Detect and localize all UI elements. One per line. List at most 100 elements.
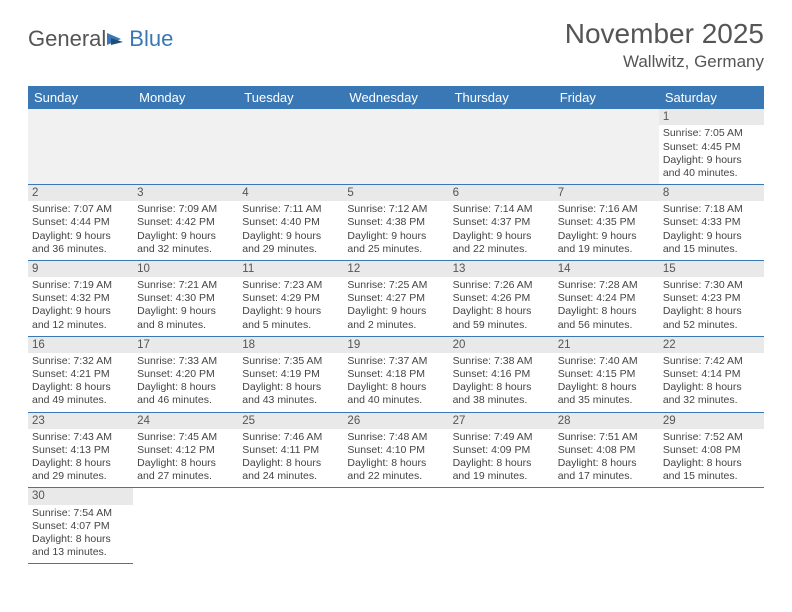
daylight-text: Daylight: 8 hours and 24 minutes. <box>242 457 339 483</box>
sunset-text: Sunset: 4:27 PM <box>347 292 444 305</box>
calendar-cell: 9Sunrise: 7:19 AMSunset: 4:32 PMDaylight… <box>28 260 133 336</box>
day-number: 20 <box>449 337 554 353</box>
sunset-text: Sunset: 4:16 PM <box>453 368 550 381</box>
day-header: Wednesday <box>343 86 448 109</box>
sunset-text: Sunset: 4:21 PM <box>32 368 129 381</box>
calendar-cell: 13Sunrise: 7:26 AMSunset: 4:26 PMDayligh… <box>449 260 554 336</box>
daylight-text: Daylight: 8 hours and 29 minutes. <box>32 457 129 483</box>
calendar-cell <box>449 109 554 184</box>
sunset-text: Sunset: 4:29 PM <box>242 292 339 305</box>
daylight-text: Daylight: 9 hours and 25 minutes. <box>347 230 444 256</box>
daylight-text: Daylight: 8 hours and 49 minutes. <box>32 381 129 407</box>
sunset-text: Sunset: 4:30 PM <box>137 292 234 305</box>
day-number: 26 <box>343 413 448 429</box>
sunset-text: Sunset: 4:12 PM <box>137 444 234 457</box>
sunrise-text: Sunrise: 7:35 AM <box>242 355 339 368</box>
daylight-text: Daylight: 9 hours and 12 minutes. <box>32 305 129 331</box>
daylight-text: Daylight: 8 hours and 15 minutes. <box>663 457 760 483</box>
calendar-cell: 4Sunrise: 7:11 AMSunset: 4:40 PMDaylight… <box>238 184 343 260</box>
daylight-text: Daylight: 8 hours and 46 minutes. <box>137 381 234 407</box>
day-number: 27 <box>449 413 554 429</box>
sunset-text: Sunset: 4:33 PM <box>663 216 760 229</box>
day-number: 15 <box>659 261 764 277</box>
sunset-text: Sunset: 4:08 PM <box>663 444 760 457</box>
header: General Blue November 2025 Wallwitz, Ger… <box>28 18 764 72</box>
day-number: 14 <box>554 261 659 277</box>
sunset-text: Sunset: 4:07 PM <box>32 520 129 533</box>
month-title: November 2025 <box>565 18 764 50</box>
daylight-text: Daylight: 9 hours and 22 minutes. <box>453 230 550 256</box>
calendar-cell: 10Sunrise: 7:21 AMSunset: 4:30 PMDayligh… <box>133 260 238 336</box>
calendar-cell: 29Sunrise: 7:52 AMSunset: 4:08 PMDayligh… <box>659 412 764 488</box>
calendar-cell: 28Sunrise: 7:51 AMSunset: 4:08 PMDayligh… <box>554 412 659 488</box>
sunrise-text: Sunrise: 7:14 AM <box>453 203 550 216</box>
calendar-cell: 30Sunrise: 7:54 AMSunset: 4:07 PMDayligh… <box>28 488 133 564</box>
daylight-text: Daylight: 8 hours and 40 minutes. <box>347 381 444 407</box>
daylight-text: Daylight: 8 hours and 32 minutes. <box>663 381 760 407</box>
daylight-text: Daylight: 8 hours and 56 minutes. <box>558 305 655 331</box>
sunrise-text: Sunrise: 7:54 AM <box>32 507 129 520</box>
day-header: Tuesday <box>238 86 343 109</box>
sunrise-text: Sunrise: 7:37 AM <box>347 355 444 368</box>
title-block: November 2025 Wallwitz, Germany <box>565 18 764 72</box>
sunrise-text: Sunrise: 7:21 AM <box>137 279 234 292</box>
day-number: 18 <box>238 337 343 353</box>
calendar-body: 1Sunrise: 7:05 AMSunset: 4:45 PMDaylight… <box>28 109 764 564</box>
calendar-cell <box>133 109 238 184</box>
daylight-text: Daylight: 8 hours and 17 minutes. <box>558 457 655 483</box>
sunrise-text: Sunrise: 7:40 AM <box>558 355 655 368</box>
sunset-text: Sunset: 4:18 PM <box>347 368 444 381</box>
day-number: 24 <box>133 413 238 429</box>
sunrise-text: Sunrise: 7:32 AM <box>32 355 129 368</box>
calendar-cell: 17Sunrise: 7:33 AMSunset: 4:20 PMDayligh… <box>133 336 238 412</box>
sunrise-text: Sunrise: 7:16 AM <box>558 203 655 216</box>
daylight-text: Daylight: 9 hours and 32 minutes. <box>137 230 234 256</box>
day-number: 13 <box>449 261 554 277</box>
calendar-cell: 3Sunrise: 7:09 AMSunset: 4:42 PMDaylight… <box>133 184 238 260</box>
sunset-text: Sunset: 4:24 PM <box>558 292 655 305</box>
day-number: 21 <box>554 337 659 353</box>
sunrise-text: Sunrise: 7:48 AM <box>347 431 444 444</box>
daylight-text: Daylight: 9 hours and 8 minutes. <box>137 305 234 331</box>
daylight-text: Daylight: 8 hours and 35 minutes. <box>558 381 655 407</box>
logo-text-general: General <box>28 26 106 52</box>
daylight-text: Daylight: 8 hours and 59 minutes. <box>453 305 550 331</box>
day-header: Monday <box>133 86 238 109</box>
daylight-text: Daylight: 8 hours and 19 minutes. <box>453 457 550 483</box>
calendar-cell <box>238 109 343 184</box>
sunset-text: Sunset: 4:14 PM <box>663 368 760 381</box>
daylight-text: Daylight: 9 hours and 19 minutes. <box>558 230 655 256</box>
daylight-text: Daylight: 8 hours and 13 minutes. <box>32 533 129 559</box>
calendar-cell: 20Sunrise: 7:38 AMSunset: 4:16 PMDayligh… <box>449 336 554 412</box>
sunrise-text: Sunrise: 7:09 AM <box>137 203 234 216</box>
sunset-text: Sunset: 4:37 PM <box>453 216 550 229</box>
sunrise-text: Sunrise: 7:26 AM <box>453 279 550 292</box>
sunset-text: Sunset: 4:15 PM <box>558 368 655 381</box>
day-header: Sunday <box>28 86 133 109</box>
calendar-cell: 11Sunrise: 7:23 AMSunset: 4:29 PMDayligh… <box>238 260 343 336</box>
calendar-cell: 22Sunrise: 7:42 AMSunset: 4:14 PMDayligh… <box>659 336 764 412</box>
day-number: 9 <box>28 261 133 277</box>
daylight-text: Daylight: 9 hours and 5 minutes. <box>242 305 339 331</box>
sunrise-text: Sunrise: 7:42 AM <box>663 355 760 368</box>
calendar-cell: 6Sunrise: 7:14 AMSunset: 4:37 PMDaylight… <box>449 184 554 260</box>
sunset-text: Sunset: 4:13 PM <box>32 444 129 457</box>
sunrise-text: Sunrise: 7:43 AM <box>32 431 129 444</box>
calendar-cell: 2Sunrise: 7:07 AMSunset: 4:44 PMDaylight… <box>28 184 133 260</box>
calendar-cell <box>659 488 764 564</box>
sunrise-text: Sunrise: 7:18 AM <box>663 203 760 216</box>
sunset-text: Sunset: 4:08 PM <box>558 444 655 457</box>
day-number: 3 <box>133 185 238 201</box>
sunrise-text: Sunrise: 7:38 AM <box>453 355 550 368</box>
daylight-text: Daylight: 9 hours and 36 minutes. <box>32 230 129 256</box>
sunrise-text: Sunrise: 7:25 AM <box>347 279 444 292</box>
day-header: Saturday <box>659 86 764 109</box>
calendar-cell: 8Sunrise: 7:18 AMSunset: 4:33 PMDaylight… <box>659 184 764 260</box>
daylight-text: Daylight: 8 hours and 27 minutes. <box>137 457 234 483</box>
calendar-cell <box>343 109 448 184</box>
day-number: 28 <box>554 413 659 429</box>
calendar-cell: 14 Sunrise: 7:28 AMSunset: 4:24 PMDayligh… <box>554 260 659 336</box>
sunrise-text: Sunrise: 7:12 AM <box>347 203 444 216</box>
sunrise-text: Sunrise: 7:30 AM <box>663 279 760 292</box>
sunrise-text: Sunrise: 7:28 AM <box>558 279 655 292</box>
